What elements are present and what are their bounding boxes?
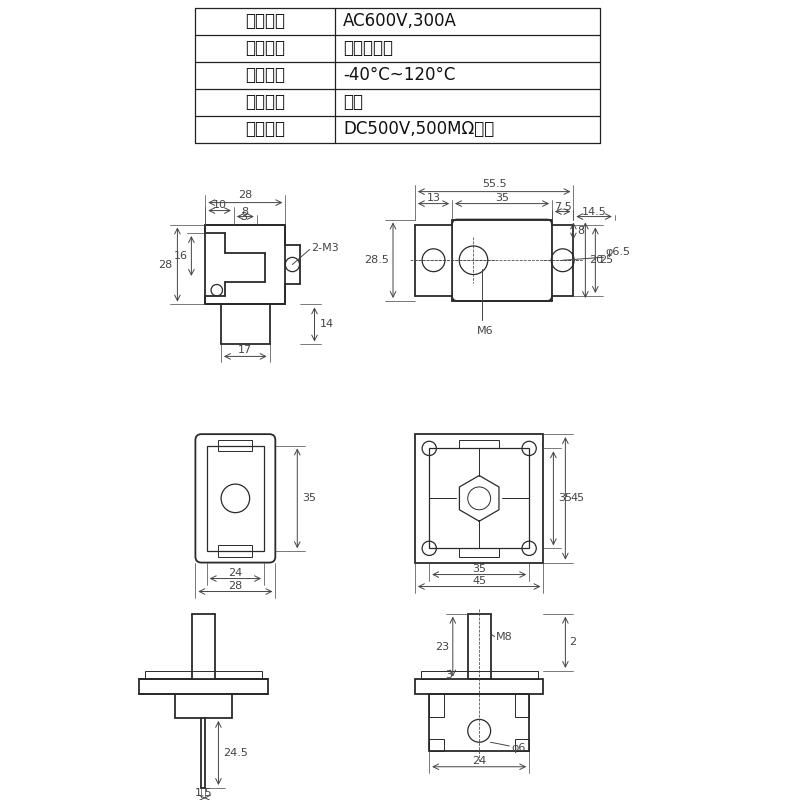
Text: 国标: 国标	[343, 94, 363, 111]
Text: 16: 16	[174, 251, 187, 261]
Text: 8: 8	[242, 206, 249, 217]
Text: 24.5: 24.5	[223, 748, 248, 758]
Text: 2-M3: 2-M3	[311, 242, 339, 253]
Text: 28.5: 28.5	[364, 255, 389, 266]
Text: 28: 28	[228, 581, 242, 590]
Text: 35: 35	[472, 563, 486, 574]
Text: 24: 24	[228, 567, 242, 578]
Text: 工作参数: 工作参数	[246, 13, 286, 30]
Text: 13: 13	[426, 193, 441, 202]
Text: 20: 20	[590, 255, 603, 266]
Text: 35: 35	[558, 494, 572, 503]
Text: 35: 35	[495, 193, 509, 202]
Bar	[430, 739, 443, 750]
Bar	[174, 694, 232, 718]
Bar	[430, 694, 443, 717]
Text: 14.5: 14.5	[582, 206, 606, 217]
Bar	[145, 671, 262, 679]
Bar	[218, 546, 253, 557]
Bar	[430, 694, 529, 750]
Bar	[515, 739, 529, 750]
Text: 热塑性塑料: 热塑性塑料	[343, 39, 393, 58]
Text: 28: 28	[238, 190, 253, 200]
Text: 10: 10	[213, 199, 226, 210]
Text: DC500V,500MΩ以上: DC500V,500MΩ以上	[343, 120, 494, 138]
Text: M6: M6	[477, 326, 494, 336]
Bar	[515, 694, 529, 717]
Text: 45: 45	[472, 575, 486, 586]
Text: 络缘材料: 络缘材料	[246, 39, 286, 58]
Text: 17: 17	[238, 346, 252, 355]
Text: φ6: φ6	[511, 743, 526, 753]
Bar	[415, 679, 543, 694]
Text: 14: 14	[319, 319, 334, 330]
Bar	[218, 440, 253, 451]
Bar	[139, 679, 267, 694]
Text: 25: 25	[599, 255, 614, 266]
Text: -40°C~120°C: -40°C~120°C	[343, 66, 455, 84]
Bar	[415, 434, 543, 562]
Text: 28: 28	[158, 259, 173, 270]
Text: 1.5: 1.5	[194, 788, 212, 798]
Bar	[421, 671, 538, 679]
Text: 55.5: 55.5	[482, 178, 506, 189]
Text: 45: 45	[570, 494, 585, 503]
Text: 35: 35	[302, 494, 316, 503]
Bar	[468, 614, 490, 679]
Text: 7.5: 7.5	[554, 202, 571, 211]
Text: φ6.5: φ6.5	[606, 247, 630, 258]
Bar	[206, 225, 286, 305]
Bar	[459, 440, 499, 449]
Text: M8: M8	[496, 632, 512, 642]
Text: AC600V,300A: AC600V,300A	[343, 13, 457, 30]
Text: 产品标准: 产品标准	[246, 94, 286, 111]
Text: 3: 3	[240, 211, 247, 222]
Text: 3: 3	[445, 670, 452, 680]
Text: 23: 23	[434, 642, 449, 652]
Text: 8: 8	[578, 226, 585, 236]
Text: 2: 2	[570, 638, 577, 647]
Text: 络缘阻抗: 络缘阻抗	[246, 120, 286, 138]
Bar	[207, 446, 264, 551]
Bar	[459, 548, 499, 557]
Bar	[430, 449, 529, 548]
Text: 24: 24	[472, 756, 486, 766]
Text: 工作环境: 工作环境	[246, 66, 286, 84]
